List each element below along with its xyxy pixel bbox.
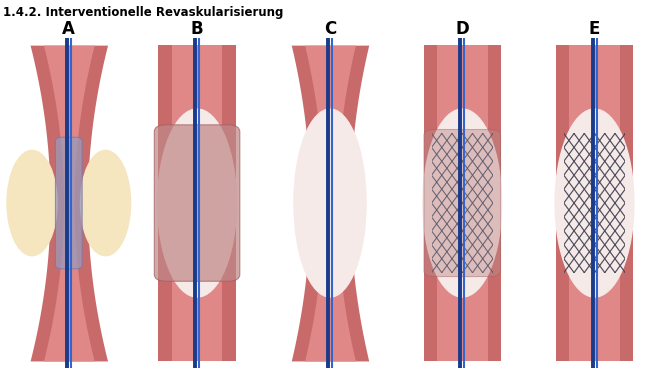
Ellipse shape: [423, 109, 502, 297]
Ellipse shape: [7, 150, 57, 256]
Ellipse shape: [555, 109, 634, 297]
Text: 1.4.2. Interventionelle Revaskularisierung: 1.4.2. Interventionelle Revaskularisieru…: [3, 6, 284, 19]
Text: E: E: [589, 20, 601, 38]
FancyBboxPatch shape: [154, 125, 240, 281]
Text: A: A: [62, 20, 75, 38]
Ellipse shape: [294, 109, 366, 297]
FancyBboxPatch shape: [424, 129, 500, 277]
Text: D: D: [456, 20, 469, 38]
Text: C: C: [324, 20, 336, 38]
Ellipse shape: [81, 150, 131, 256]
Text: B: B: [191, 20, 203, 38]
Ellipse shape: [158, 109, 236, 297]
FancyBboxPatch shape: [55, 137, 82, 269]
